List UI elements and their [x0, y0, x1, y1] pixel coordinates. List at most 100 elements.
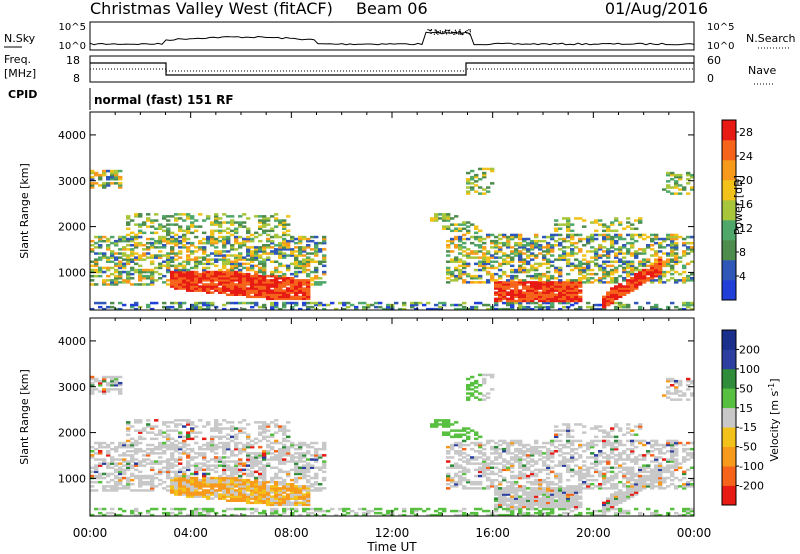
power-cell: [514, 270, 519, 274]
power-cell: [286, 301, 291, 305]
velocity-cell: [166, 464, 171, 467]
velocity-cell: [250, 439, 255, 443]
velocity-cell: [110, 458, 115, 461]
power-cell: [578, 233, 583, 237]
power-cell: [98, 268, 103, 272]
power-cell: [306, 283, 311, 286]
velocity-cell: [298, 454, 303, 457]
cpid-label: CPID: [8, 88, 37, 101]
velocity-cell: [206, 466, 211, 469]
power-cell: [630, 233, 635, 237]
power-cell: [558, 256, 563, 259]
power-cell: [490, 260, 495, 263]
power-cell: [146, 268, 151, 272]
power-cell: [198, 287, 203, 290]
velocity-cell: [126, 445, 131, 449]
velocity-cell: [442, 419, 447, 422]
velocity-cell: [174, 423, 179, 426]
velocity-cell: [318, 456, 323, 459]
power-cell: [570, 279, 575, 282]
power-cell: [618, 246, 623, 249]
power-cell: [278, 283, 283, 286]
power-cell: [282, 237, 287, 241]
velocity-cell: [514, 507, 519, 511]
power-cell: [126, 281, 131, 284]
power-cell: [422, 303, 427, 307]
power-cell: [610, 291, 615, 294]
velocity-cell: [310, 476, 315, 480]
power-cell: [566, 291, 571, 294]
velocity-cell: [102, 460, 107, 463]
velocity-cell: [526, 487, 531, 490]
power-cell: [250, 268, 255, 272]
velocity-cell: [194, 493, 199, 496]
power-cell: [278, 254, 283, 257]
velocity-cell: [310, 507, 315, 511]
power-cell: [470, 169, 475, 173]
velocity-cell: [262, 421, 267, 424]
velocity-cell: [514, 501, 519, 505]
velocity-cell: [274, 485, 279, 488]
power-cell: [654, 266, 659, 270]
velocity-cell: [502, 513, 507, 517]
power-cell: [310, 301, 315, 305]
power-cell: [134, 244, 139, 247]
velocity-cell: [118, 480, 123, 484]
power-cell: [278, 281, 283, 284]
power-cell: [270, 295, 275, 299]
velocity-cell: [486, 464, 491, 467]
power-cell: [530, 268, 535, 272]
velocity-cell: [222, 435, 227, 439]
power-cell: [302, 246, 307, 249]
power-cell: [690, 250, 695, 253]
velocity-cell: [94, 377, 99, 381]
velocity-cell: [478, 452, 483, 455]
power-cell: [198, 301, 203, 305]
power-cell: [262, 217, 267, 220]
velocity-cell: [242, 445, 247, 449]
velocity-cell: [202, 493, 207, 496]
power-cell: [546, 283, 551, 286]
velocity-cell: [534, 499, 539, 502]
velocity-cell: [138, 462, 143, 465]
power-cell: [494, 297, 499, 301]
power-cell: [182, 213, 187, 216]
velocity-cell: [290, 491, 295, 494]
nsearch-point: [428, 29, 431, 31]
power-cell: [214, 223, 219, 226]
velocity-cell: [274, 491, 279, 494]
velocity-cell: [578, 472, 583, 476]
power-cell: [314, 270, 319, 274]
power-cell: [562, 246, 567, 249]
velocity-cell: [530, 483, 535, 486]
velocity-cell: [526, 468, 531, 472]
power-cell: [678, 235, 683, 239]
power-cell: [438, 217, 443, 220]
power-cell: [126, 274, 131, 278]
power-cell: [678, 178, 683, 181]
power-colorbar-swatch: [722, 140, 736, 161]
velocity-cell: [118, 445, 123, 449]
power-cell: [582, 262, 587, 266]
power-cell: [262, 281, 267, 284]
power-cell: [182, 237, 187, 241]
velocity-cell: [506, 491, 511, 494]
power-cell: [150, 277, 155, 280]
power-cell: [606, 248, 611, 251]
power-cell: [298, 307, 303, 311]
velocity-cell: [550, 480, 555, 484]
velocity-cell: [542, 445, 547, 449]
power-cell: [174, 274, 179, 278]
velocity-cell: [450, 464, 455, 467]
velocity-cell: [246, 437, 251, 441]
velocity-cell: [462, 487, 467, 490]
power-cell: [634, 219, 639, 222]
velocity-cell: [202, 480, 207, 484]
power-cell: [102, 184, 107, 187]
velocity-cell: [526, 447, 531, 451]
power-cell: [542, 287, 547, 290]
power-cell: [566, 281, 571, 284]
velocity-cell: [482, 398, 487, 401]
velocity-cell: [234, 441, 239, 445]
power-cell: [578, 299, 583, 303]
